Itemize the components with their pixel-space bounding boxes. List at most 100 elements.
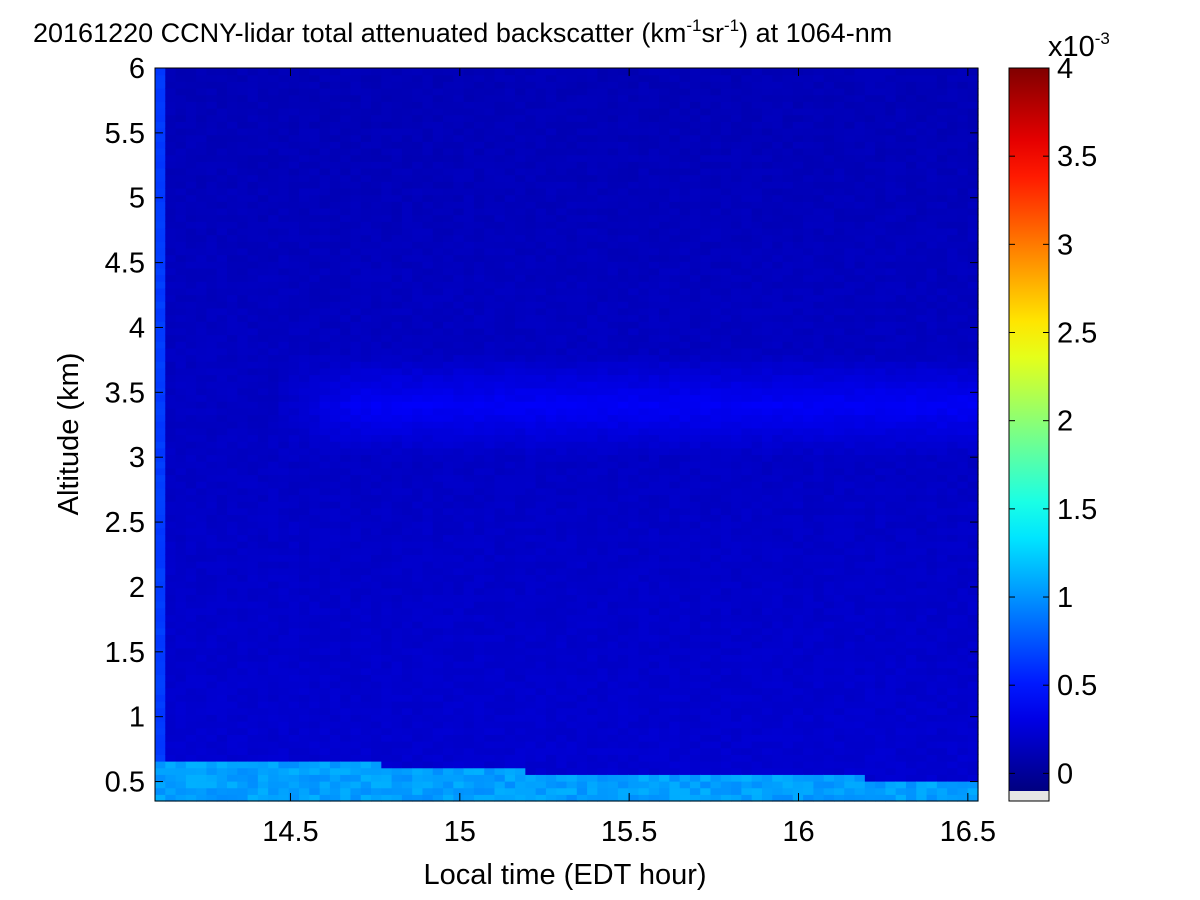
- heatmap-cell: [288, 301, 300, 309]
- heatmap-cell: [309, 427, 321, 436]
- heatmap-cell: [432, 201, 444, 209]
- heatmap-cell: [545, 274, 557, 282]
- heatmap-cell: [453, 174, 465, 182]
- heatmap-cell: [566, 227, 578, 236]
- heatmap-cell: [165, 667, 177, 675]
- heatmap-cell: [587, 347, 598, 356]
- heatmap-cell: [525, 574, 537, 582]
- heatmap-cell: [196, 321, 208, 329]
- heatmap-cell: [299, 161, 310, 169]
- heatmap-cell: [443, 561, 454, 569]
- heatmap-cell: [401, 521, 413, 529]
- heatmap-cell: [484, 481, 496, 489]
- heatmap-cell: [340, 341, 352, 349]
- heatmap-cell: [268, 514, 280, 522]
- heatmap-cell: [237, 234, 249, 242]
- heatmap-cell: [484, 434, 496, 442]
- heatmap-cell: [453, 214, 465, 222]
- heatmap-cell: [371, 227, 382, 236]
- heatmap-cell: [175, 767, 187, 775]
- heatmap-cell: [371, 741, 382, 749]
- heatmap-cell: [453, 254, 465, 262]
- heatmap-cell: [268, 187, 280, 196]
- heatmap-cell: [329, 307, 341, 316]
- heatmap-cell: [185, 381, 197, 389]
- heatmap-cell: [504, 401, 516, 409]
- heatmap-cell: [381, 314, 393, 322]
- heatmap-cell: [268, 461, 280, 469]
- heatmap-cell: [525, 387, 537, 396]
- heatmap-cell: [288, 141, 300, 149]
- heatmap-cell: [278, 534, 290, 542]
- heatmap-cell: [155, 94, 166, 102]
- heatmap-cell: [309, 574, 321, 582]
- heatmap-cell: [453, 407, 465, 416]
- heatmap-cell: [299, 267, 310, 276]
- heatmap-cell: [309, 407, 321, 416]
- heatmap-cell: [237, 454, 249, 462]
- heatmap-cell: [360, 421, 372, 429]
- heatmap-cell: [340, 601, 352, 609]
- heatmap-cell: [237, 701, 249, 709]
- heatmap-cell: [155, 641, 166, 649]
- heatmap-cell: [216, 187, 228, 196]
- heatmap-cell: [216, 374, 228, 382]
- heatmap-cell: [587, 734, 598, 742]
- heatmap-cell: [175, 694, 187, 702]
- heatmap-cell: [617, 761, 629, 769]
- heatmap-cell: [237, 754, 249, 762]
- heatmap-cell: [175, 281, 187, 289]
- heatmap-cell: [453, 467, 465, 476]
- heatmap-cell: [453, 114, 465, 122]
- heatmap-cell: [576, 561, 588, 569]
- heatmap-cell: [175, 101, 187, 109]
- heatmap-cell: [257, 607, 269, 616]
- heatmap-cell: [278, 94, 290, 102]
- heatmap-cell: [453, 701, 465, 709]
- heatmap-cell: [165, 434, 177, 442]
- heatmap-cell: [216, 407, 228, 416]
- heatmap-cell: [597, 414, 609, 422]
- heatmap-cell: [545, 321, 557, 329]
- heatmap-cell: [216, 681, 228, 689]
- heatmap-cell: [329, 627, 341, 636]
- heatmap-cell: [216, 601, 228, 609]
- heatmap-cell: [422, 154, 434, 162]
- heatmap-cell: [607, 401, 619, 409]
- heatmap-cell: [463, 414, 475, 422]
- heatmap-cell: [155, 521, 166, 529]
- heatmap-cell: [196, 767, 208, 775]
- heatmap-cell: [185, 694, 197, 702]
- heatmap-cell: [515, 361, 526, 369]
- heatmap-cell: [556, 381, 568, 389]
- heatmap-cell: [443, 654, 454, 662]
- heatmap-cell: [206, 367, 218, 376]
- heatmap-cell: [453, 707, 465, 715]
- heatmap-cell: [196, 421, 208, 429]
- heatmap-cell: [494, 361, 506, 369]
- heatmap-cell: [473, 621, 485, 629]
- heatmap-cell: [463, 234, 475, 242]
- heatmap-cell: [401, 741, 413, 749]
- heatmap-cell: [196, 174, 208, 182]
- heatmap-cell: [309, 121, 321, 129]
- heatmap-cell: [473, 294, 485, 302]
- heatmap-cell: [216, 667, 228, 675]
- heatmap-cell: [412, 647, 424, 655]
- heatmap-cell: [299, 254, 310, 262]
- heatmap-cell: [268, 81, 280, 89]
- heatmap-cell: [319, 627, 331, 636]
- heatmap-cell: [196, 661, 208, 669]
- heatmap-cell: [504, 394, 516, 402]
- heatmap-cell: [185, 154, 197, 162]
- heatmap-cell: [360, 281, 372, 289]
- heatmap-cell: [556, 507, 568, 516]
- heatmap-cell: [504, 781, 516, 789]
- heatmap-cell: [391, 521, 403, 529]
- heatmap-cell: [453, 287, 465, 296]
- heatmap-cell: [165, 167, 177, 176]
- heatmap-cell: [278, 487, 290, 496]
- heatmap-cell: [268, 181, 280, 189]
- heatmap-cell: [288, 494, 300, 502]
- heatmap-cell: [443, 201, 454, 209]
